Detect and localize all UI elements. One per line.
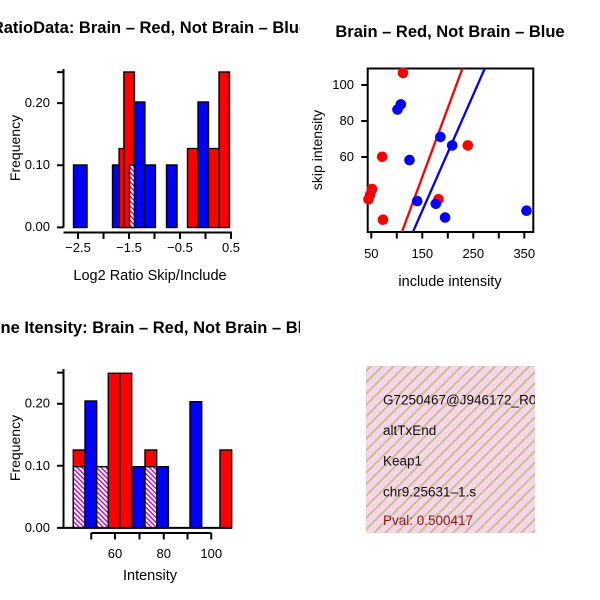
svg-text:−1.5: −1.5	[116, 240, 142, 255]
svg-text:60: 60	[108, 546, 122, 561]
svg-text:skip intensity: skip intensity	[309, 110, 325, 190]
svg-text:0.20: 0.20	[25, 95, 50, 110]
svg-text:Frequency: Frequency	[7, 115, 23, 181]
svg-text:150: 150	[411, 246, 433, 261]
svg-text:0.20: 0.20	[25, 396, 50, 411]
svg-text:50: 50	[364, 246, 378, 261]
svg-text:60: 60	[340, 149, 354, 164]
svg-text:RatioData: Brain – Red, Not Br: RatioData: Brain – Red, Not Brain – Blue	[0, 19, 300, 37]
svg-text:Pval: 0.500417: Pval: 0.500417	[383, 513, 473, 528]
svg-text:include intensity: include intensity	[398, 274, 502, 290]
svg-text:0.00: 0.00	[25, 219, 50, 234]
svg-text:Intensity: Intensity	[123, 568, 178, 584]
svg-text:Gene Itensity: Brain – Red, No: Gene Itensity: Brain – Red, Not Brain – …	[0, 319, 300, 337]
svg-text:80: 80	[157, 546, 171, 561]
svg-text:Log2 Ratio Skip/Include: Log2 Ratio Skip/Include	[73, 268, 226, 284]
svg-text:0.00: 0.00	[25, 520, 50, 535]
svg-text:100: 100	[200, 546, 222, 561]
svg-text:100: 100	[332, 77, 354, 92]
svg-text:G7250467@J946172_R038427: G7250467@J946172_R038427	[383, 393, 574, 408]
svg-text:250: 250	[462, 246, 484, 261]
svg-text:0.10: 0.10	[25, 157, 50, 172]
svg-text:0.5: 0.5	[222, 240, 240, 255]
svg-text:−2.5: −2.5	[65, 240, 91, 255]
svg-text:Brain – Red, Not Brain – Blue: Brain – Red, Not Brain – Blue	[335, 23, 564, 41]
svg-text:chr9.25631–1.s: chr9.25631–1.s	[383, 484, 476, 499]
svg-text:80: 80	[340, 113, 354, 128]
svg-text:altTxEnd: altTxEnd	[383, 423, 436, 438]
svg-text:−0.5: −0.5	[167, 240, 193, 255]
svg-text:0.10: 0.10	[25, 458, 50, 473]
svg-text:350: 350	[513, 246, 535, 261]
svg-text:Frequency: Frequency	[7, 415, 23, 481]
svg-text:Keap1: Keap1	[383, 454, 422, 469]
